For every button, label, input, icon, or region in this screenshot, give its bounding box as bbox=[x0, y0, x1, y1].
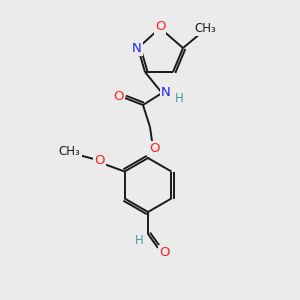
Text: O: O bbox=[149, 142, 159, 155]
Text: O: O bbox=[159, 247, 169, 260]
Text: N: N bbox=[161, 86, 171, 100]
Text: O: O bbox=[94, 154, 105, 167]
Text: O: O bbox=[113, 91, 123, 103]
Text: O: O bbox=[155, 20, 165, 34]
Text: CH₃: CH₃ bbox=[194, 22, 216, 34]
Text: N: N bbox=[132, 41, 142, 55]
Text: CH₃: CH₃ bbox=[59, 145, 80, 158]
Text: H: H bbox=[175, 92, 183, 104]
Text: H: H bbox=[135, 235, 143, 248]
